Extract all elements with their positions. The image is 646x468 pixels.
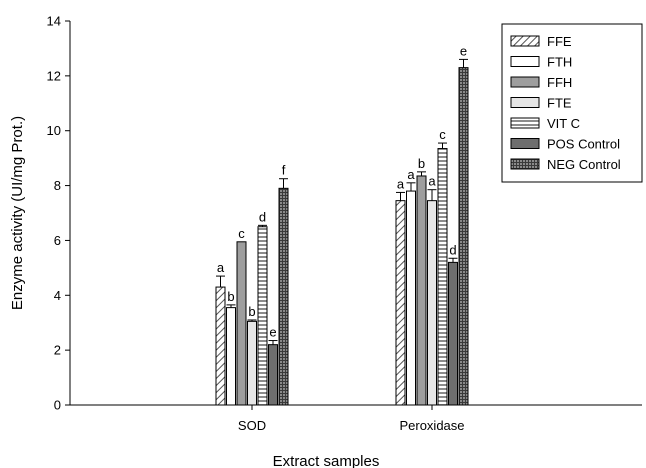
significance-label: c [439,127,446,142]
bar [268,344,278,406]
significance-label: a [397,176,405,191]
bar [236,241,247,406]
bar [226,307,236,406]
legend-label: FFE [547,34,572,49]
bar [427,200,437,406]
bar [406,190,416,406]
y-tick-label: 10 [47,123,61,138]
significance-label: b [418,156,425,171]
bar [215,286,226,406]
x-tick-label: SOD [238,418,266,433]
y-tick-label: 14 [47,14,61,29]
significance-label: a [407,167,415,182]
legend-swatch [510,35,540,47]
y-tick-label: 0 [54,398,61,413]
legend-swatch [510,158,540,170]
significance-label: e [460,43,467,58]
significance-label: d [449,242,456,257]
x-tick-label: Peroxidase [399,418,464,433]
bar [247,320,257,406]
legend-label: FTE [547,96,572,111]
y-tick-label: 6 [54,233,61,248]
legend-swatch [510,97,540,108]
significance-label: b [248,304,255,319]
significance-label: e [269,325,276,340]
legend-swatch [510,117,540,129]
significance-label: a [428,174,436,189]
legend-label: NEG Control [547,157,621,172]
legend-swatch [510,76,540,88]
bar [257,226,268,406]
x-axis-title: Extract samples [273,453,380,468]
legend-label: FFH [547,75,572,90]
legend-swatch [510,138,540,149]
bar [278,187,289,406]
legend-label: VIT C [547,116,580,131]
y-tick-label: 12 [47,68,61,83]
y-tick-label: 4 [54,288,61,303]
y-tick-label: 8 [54,178,61,193]
bar [437,148,448,406]
legend: FFE FTH FFH FTE VIT C POS Control NEG Control [501,23,643,183]
significance-label: d [259,209,266,224]
significance-label: c [238,226,245,241]
significance-label: f [282,163,286,178]
legend-label: POS Control [547,137,620,152]
x-ticks: SOD Peroxidase [238,405,465,433]
legend-swatch [510,56,540,67]
bar [395,200,406,406]
y-axis-title: Enzyme activity (UI/mg Prot.) [9,116,26,310]
y-ticks: 0 2 4 6 8 10 12 14 [47,14,70,413]
legend-label: FTH [547,55,572,70]
bar [458,67,469,406]
significance-label: a [217,260,225,275]
y-tick-label: 2 [54,343,61,358]
significance-label: b [227,289,234,304]
bar [448,261,458,406]
bar [416,175,427,406]
